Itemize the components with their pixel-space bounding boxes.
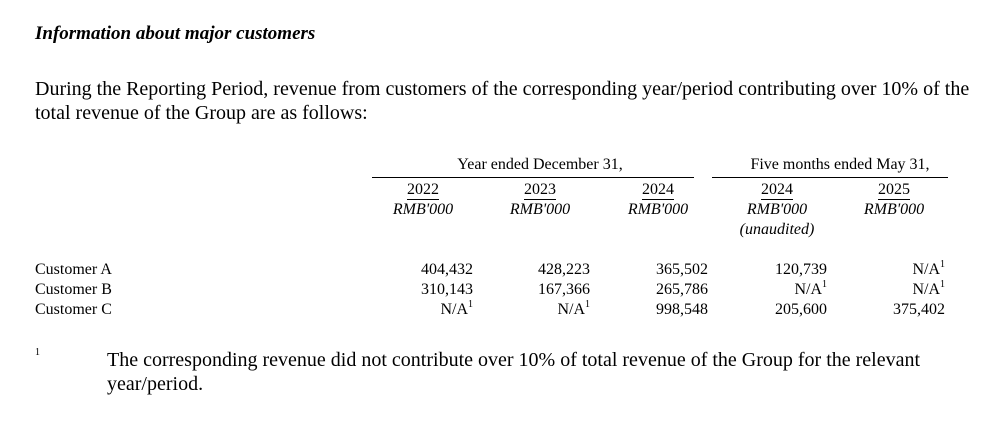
table-cell: 998,548: [588, 300, 708, 320]
table-cell: N/A1: [470, 298, 590, 320]
cell-value: N/A: [557, 301, 585, 318]
cell-value: 998,548: [656, 301, 708, 318]
row-label: Customer A: [35, 261, 112, 278]
column-year: 2023: [524, 181, 556, 200]
table-cell: N/A1: [825, 258, 945, 280]
column-header-2022: 2022 RMB'000: [368, 180, 478, 220]
table-cell: N/A1: [353, 298, 473, 320]
column-year: 2025: [878, 181, 910, 200]
cell-value: 205,600: [775, 301, 827, 318]
column-unit: RMB'000: [509, 201, 571, 218]
row-label: Customer C: [35, 301, 112, 318]
table-cell: 205,600: [707, 300, 827, 320]
table-cell: N/A1: [707, 278, 827, 300]
table-cell: 428,223: [470, 260, 590, 280]
table-cell: 365,502: [588, 260, 708, 280]
cell-value: N/A: [440, 301, 468, 318]
column-header-2023: 2023 RMB'000: [485, 180, 595, 220]
cell-value: 404,432: [421, 261, 473, 278]
column-unit: RMB'000: [627, 201, 689, 218]
section-heading: Information about major customers: [35, 23, 316, 44]
row-label: Customer B: [35, 281, 112, 298]
footnote-ref: 1: [468, 298, 473, 310]
column-year: 2024: [761, 181, 793, 200]
cell-value: 310,143: [421, 281, 473, 298]
footnote-mark: 1: [35, 347, 40, 358]
table-cell: 310,143: [353, 280, 473, 300]
column-unit: RMB'000: [863, 201, 925, 218]
table-cell: 167,366: [470, 280, 590, 300]
cell-value: 167,366: [538, 281, 590, 298]
column-unit: RMB'000: [392, 201, 454, 218]
cell-value: 265,786: [656, 281, 708, 298]
intro-paragraph: During the Reporting Period, revenue fro…: [35, 78, 970, 124]
group-label-year-ended: Year ended December 31,: [457, 156, 623, 173]
footnote-ref: 1: [585, 298, 590, 310]
column-header-2024-five-months: 2024 RMB'000 (unaudited): [722, 180, 832, 240]
table-cell: 265,786: [588, 280, 708, 300]
cell-value: N/A: [794, 281, 822, 298]
table-cell: 120,739: [707, 260, 827, 280]
footnote-ref: 1: [822, 278, 827, 290]
column-header-2025-five-months: 2025 RMB'000: [839, 180, 949, 220]
footnote-ref: 1: [940, 278, 945, 290]
column-year: 2022: [407, 181, 439, 200]
group-rule-five-months: [712, 177, 948, 178]
column-note: (unaudited): [739, 221, 815, 238]
table-cell: 375,402: [825, 300, 945, 320]
group-rule-year-ended: [372, 177, 694, 178]
cell-value: 428,223: [538, 261, 590, 278]
column-year: 2024: [642, 181, 674, 200]
group-label-five-months: Five months ended May 31,: [750, 156, 930, 173]
cell-value: N/A: [912, 261, 940, 278]
cell-value: 120,739: [775, 261, 827, 278]
cell-value: 365,502: [656, 261, 708, 278]
column-unit: RMB'000: [746, 201, 808, 218]
column-header-2024: 2024 RMB'000: [603, 180, 713, 220]
cell-value: 375,402: [893, 301, 945, 318]
table-cell: N/A1: [825, 278, 945, 300]
footnote-ref: 1: [940, 258, 945, 270]
footnote-text: The corresponding revenue did not contri…: [107, 349, 921, 395]
cell-value: N/A: [912, 281, 940, 298]
table-cell: 404,432: [353, 260, 473, 280]
